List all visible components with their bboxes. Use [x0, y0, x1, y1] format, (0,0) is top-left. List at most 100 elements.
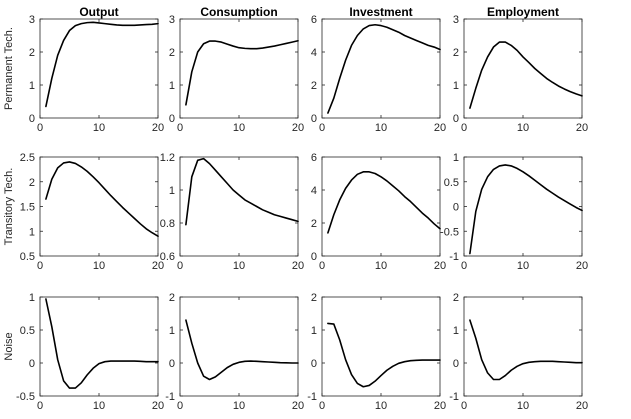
y-tick-label: -1	[307, 391, 317, 403]
panel-axes-box	[179, 296, 299, 397]
y-tick-label: 0.8	[160, 218, 175, 230]
panel-axes-box	[321, 18, 441, 119]
y-tick-label: 1	[453, 325, 459, 337]
y-tick-label: 0	[453, 113, 459, 125]
x-tick-label: 20	[152, 260, 164, 272]
y-tick-label: 4	[311, 47, 317, 59]
row-label: Transitory Tech.	[3, 168, 15, 246]
x-tick-label: 0	[461, 260, 467, 272]
x-tick-label: 20	[292, 400, 304, 412]
y-tick-label: 3	[169, 14, 175, 26]
y-tick-label: -0.5	[440, 226, 459, 238]
y-tick-label: 0	[453, 358, 459, 370]
series-line	[327, 23, 441, 114]
y-tick-label: 2	[311, 80, 317, 92]
y-tick-label: 1	[29, 226, 35, 238]
panel-axes-box	[321, 296, 441, 397]
panel-axes-box	[463, 18, 583, 119]
panel-axes-box	[39, 156, 159, 257]
y-tick-label: 0	[453, 202, 459, 214]
y-tick-label: 2	[169, 47, 175, 59]
y-tick-label: 0.5	[20, 251, 35, 263]
series-line	[469, 41, 583, 109]
y-tick-label: 2	[29, 177, 35, 189]
panel-axes-box	[463, 296, 583, 397]
x-tick-label: 10	[233, 260, 245, 272]
x-tick-label: 20	[576, 260, 588, 272]
series-line	[45, 21, 159, 108]
y-tick-label: 0	[311, 113, 317, 125]
x-tick-label: 20	[434, 400, 446, 412]
series-line	[469, 319, 583, 381]
panel-axes-box	[463, 156, 583, 257]
y-tick-label: 1.2	[160, 152, 175, 164]
series-line	[327, 322, 441, 388]
y-tick-label: 0	[29, 113, 35, 125]
x-tick-label: 20	[576, 122, 588, 134]
panel-axes-box	[39, 296, 159, 397]
y-tick-label: 1.5	[20, 202, 35, 214]
x-tick-label: 10	[375, 122, 387, 134]
x-tick-label: 10	[517, 122, 529, 134]
y-tick-label: 0.6	[160, 251, 175, 263]
y-tick-label: 2	[311, 292, 317, 304]
x-tick-label: 10	[233, 400, 245, 412]
y-tick-label: 1	[29, 80, 35, 92]
x-tick-label: 0	[461, 122, 467, 134]
y-tick-label: 2	[29, 47, 35, 59]
x-tick-label: 20	[292, 260, 304, 272]
x-tick-label: 10	[93, 400, 105, 412]
y-tick-label: 1	[169, 325, 175, 337]
column-title: Consumption	[200, 5, 277, 19]
y-tick-label: 3	[29, 14, 35, 26]
x-tick-label: 0	[319, 260, 325, 272]
x-tick-label: 10	[375, 260, 387, 272]
series-line	[185, 39, 299, 106]
x-tick-label: 20	[152, 122, 164, 134]
x-tick-label: 10	[517, 260, 529, 272]
x-tick-label: 0	[319, 400, 325, 412]
y-tick-label: 2	[453, 292, 459, 304]
x-tick-label: 10	[517, 400, 529, 412]
series-line	[327, 171, 441, 234]
x-tick-label: 0	[177, 400, 183, 412]
y-tick-label: 1	[453, 152, 459, 164]
y-tick-label: -1	[449, 391, 459, 403]
y-tick-label: 0	[169, 113, 175, 125]
x-tick-label: 10	[93, 260, 105, 272]
x-tick-label: 20	[434, 260, 446, 272]
x-tick-label: 10	[375, 400, 387, 412]
y-tick-label: -1	[165, 391, 175, 403]
y-tick-label: 1	[169, 185, 175, 197]
y-tick-label: 0	[311, 358, 317, 370]
row-label: Noise	[3, 332, 15, 360]
x-tick-label: 20	[292, 122, 304, 134]
panel-axes-box	[179, 156, 299, 257]
series-line	[185, 319, 299, 381]
y-tick-label: 2	[311, 218, 317, 230]
y-tick-label: 2	[453, 47, 459, 59]
panel-axes-box	[39, 18, 159, 119]
x-tick-label: 10	[233, 122, 245, 134]
y-tick-label: -0.5	[16, 391, 35, 403]
y-tick-label: 3	[453, 14, 459, 26]
x-tick-label: 0	[177, 260, 183, 272]
series-line	[45, 161, 159, 237]
column-title: Investment	[349, 5, 412, 19]
y-tick-label: 0	[169, 358, 175, 370]
y-tick-label: 0	[311, 251, 317, 263]
column-title: Employment	[487, 5, 559, 19]
y-tick-label: 0.5	[444, 177, 459, 189]
y-tick-label: 1	[453, 80, 459, 92]
x-tick-label: 10	[93, 122, 105, 134]
y-tick-label: 6	[311, 14, 317, 26]
y-tick-label: 2.5	[20, 152, 35, 164]
x-tick-label: 0	[461, 400, 467, 412]
x-tick-label: 20	[434, 122, 446, 134]
y-tick-label: 4	[311, 185, 317, 197]
y-tick-label: 1	[311, 325, 317, 337]
y-tick-label: -1	[449, 251, 459, 263]
x-tick-label: 0	[177, 122, 183, 134]
